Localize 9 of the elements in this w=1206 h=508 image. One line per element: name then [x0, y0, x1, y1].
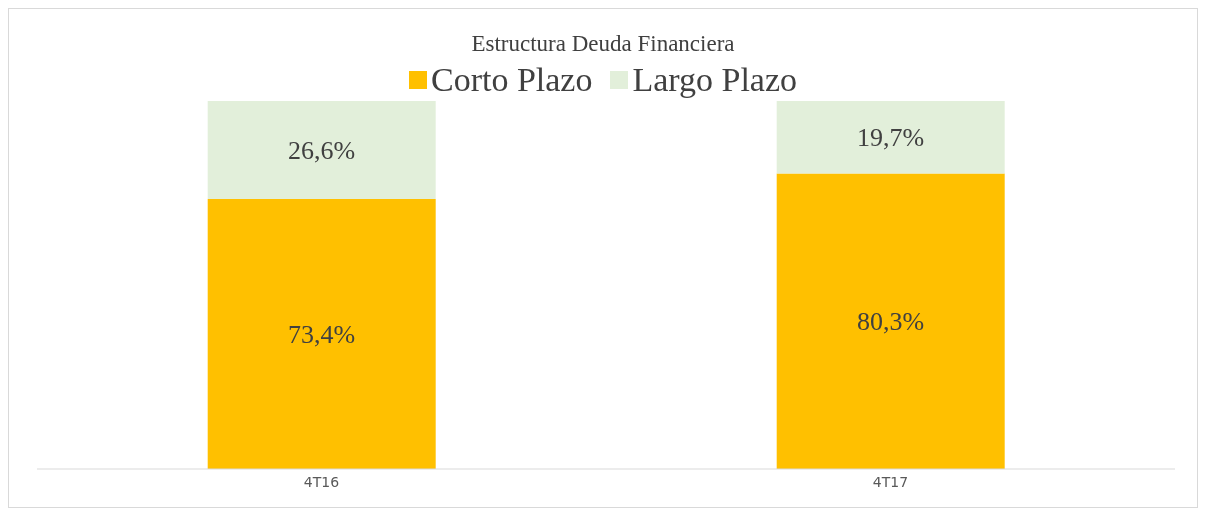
chart-title: Estructura Deuda Financiera: [470, 31, 736, 57]
x-tick-label: 4T16: [303, 473, 340, 490]
data-label: 80,3%: [857, 307, 925, 337]
x-tick-label: 4T17: [872, 473, 909, 490]
data-label: 19,7%: [857, 123, 925, 153]
data-label: 73,4%: [288, 320, 356, 350]
data-label: 26,6%: [288, 136, 356, 166]
legend-label: Largo Plazo: [631, 61, 798, 99]
legend-label: Corto Plazo: [429, 61, 593, 99]
